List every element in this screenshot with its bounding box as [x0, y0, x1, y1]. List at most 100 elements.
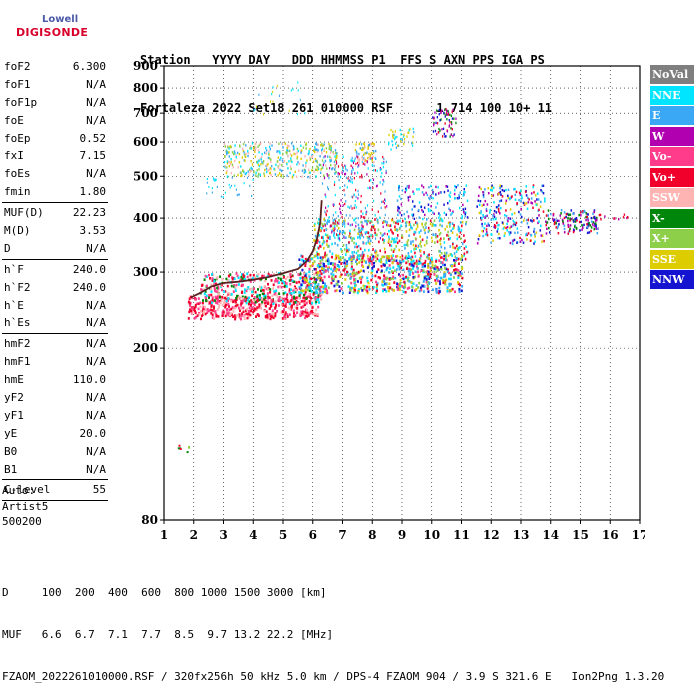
- legend-item: Vo+: [650, 167, 694, 187]
- echo-point: [366, 151, 368, 154]
- echo-point: [329, 155, 331, 158]
- echo-point: [591, 223, 594, 226]
- echo-point: [336, 233, 338, 236]
- header-value: 010000: [320, 101, 365, 115]
- echo-point: [315, 254, 318, 257]
- echo-point: [296, 163, 298, 166]
- echo-point: [296, 155, 299, 158]
- echo-point: [290, 278, 293, 282]
- echo-point: [370, 142, 372, 145]
- echo-point: [206, 308, 209, 311]
- echo-point: [286, 293, 289, 296]
- echo-point: [276, 150, 278, 153]
- echo-point: [338, 238, 341, 242]
- header-values: Fortaleza 2022 Set18 261 010000 RSF 1 71…: [140, 100, 552, 116]
- echo-point: [486, 232, 488, 235]
- echo-point: [357, 158, 359, 161]
- echo-point: [284, 313, 287, 316]
- echo-point: [623, 213, 626, 216]
- echo-point: [366, 173, 368, 176]
- echo-point: [362, 235, 365, 239]
- param-value: N/A: [86, 408, 106, 422]
- echo-point: [308, 280, 311, 284]
- echo-point: [540, 200, 542, 204]
- echo-point: [432, 222, 434, 226]
- echo-point: [596, 216, 598, 220]
- echo-point: [435, 258, 438, 262]
- echo-point: [389, 224, 391, 227]
- echo-point: [383, 162, 385, 165]
- echo-point: [294, 288, 297, 292]
- echo-point: [344, 253, 347, 256]
- echo-point: [293, 296, 296, 300]
- echo-point: [308, 289, 311, 293]
- echo-point: [329, 235, 331, 239]
- echo-point: [321, 279, 324, 282]
- echo-point: [197, 302, 200, 306]
- echo-point: [435, 282, 438, 285]
- echo-point: [303, 272, 306, 275]
- echo-point: [418, 259, 421, 263]
- echo-point: [412, 135, 414, 139]
- echo-point: [242, 149, 245, 153]
- echo-point: [507, 196, 510, 200]
- echo-point: [397, 213, 399, 216]
- echo-point: [343, 261, 346, 265]
- echo-point: [559, 214, 562, 217]
- echo-point: [270, 174, 272, 177]
- echo-point: [518, 191, 521, 194]
- echo-point: [492, 194, 495, 197]
- echo-point: [304, 262, 307, 265]
- echo-point: [426, 287, 429, 290]
- echo-point: [335, 160, 337, 163]
- echo-point: [520, 194, 523, 198]
- echo-point: [226, 150, 228, 154]
- echo-point: [261, 274, 264, 278]
- echo-point: [515, 190, 518, 194]
- echo-point: [321, 166, 323, 170]
- echo-point: [240, 314, 243, 318]
- echo-point: [347, 285, 350, 288]
- echo-point: [521, 196, 523, 200]
- echo-point: [223, 161, 226, 164]
- echo-point: [466, 199, 469, 202]
- echo-point: [516, 202, 518, 205]
- echo-point: [222, 309, 225, 313]
- echo-point: [319, 294, 322, 298]
- echo-point: [296, 307, 299, 310]
- echo-point: [507, 194, 509, 197]
- echo-point: [214, 295, 217, 299]
- echo-point: [412, 282, 415, 285]
- echo-point: [261, 300, 264, 304]
- echo-point: [320, 168, 322, 171]
- echo-point: [334, 242, 336, 245]
- echo-point: [301, 279, 304, 283]
- echo-point: [367, 146, 369, 149]
- echo-point: [333, 277, 336, 281]
- echo-point: [446, 113, 448, 116]
- echo-point: [299, 286, 302, 290]
- echo-point: [356, 256, 359, 259]
- echo-point: [485, 231, 488, 234]
- echo-point: [396, 135, 398, 139]
- echo-point: [445, 258, 448, 262]
- echo-point: [240, 300, 243, 304]
- echo-point: [392, 136, 394, 139]
- echo-point: [447, 254, 450, 258]
- echo-point: [249, 170, 251, 173]
- echo-point: [244, 172, 247, 176]
- echo-point: [334, 289, 337, 293]
- echo-point: [259, 142, 261, 146]
- echo-point: [277, 276, 280, 280]
- echo-point: [268, 296, 271, 299]
- echo-point: [503, 189, 505, 193]
- echo-point: [295, 175, 298, 178]
- echo-point: [384, 250, 386, 254]
- echo-point: [465, 184, 468, 187]
- echo-point: [249, 302, 252, 306]
- echo-point: [480, 210, 482, 213]
- echo-point: [362, 241, 364, 244]
- echo-point: [392, 277, 394, 280]
- echo-point: [188, 310, 191, 314]
- echo-point: [422, 270, 425, 274]
